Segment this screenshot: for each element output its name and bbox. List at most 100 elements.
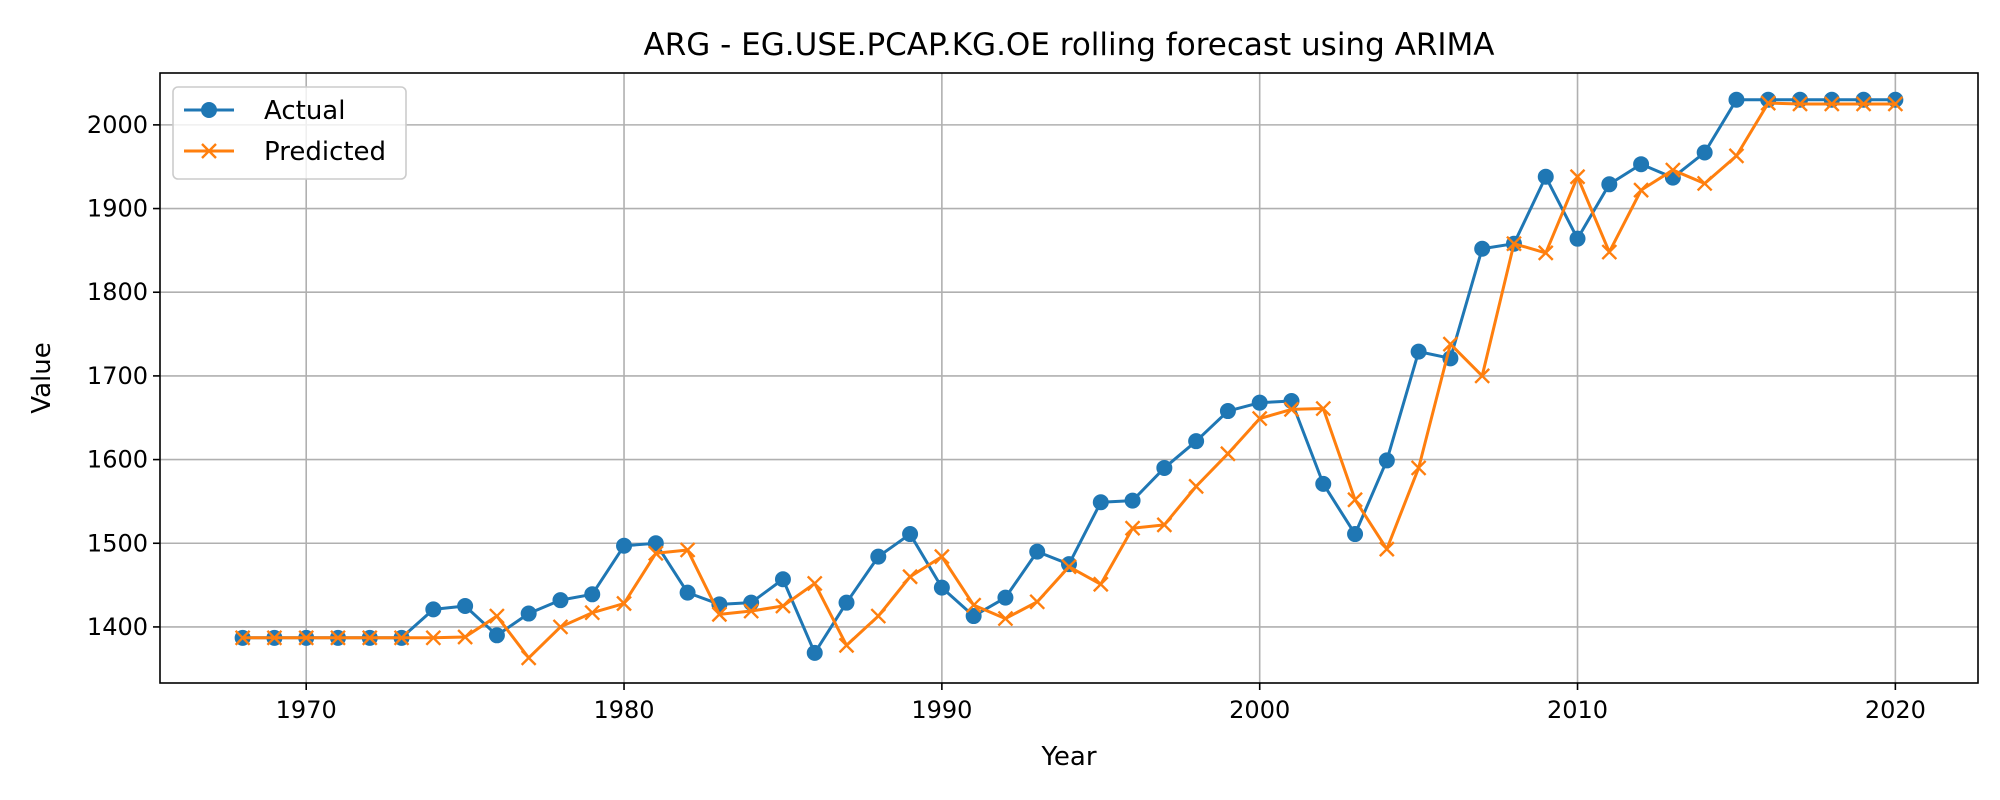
predicted-point <box>1696 175 1713 192</box>
predicted-point <box>1601 244 1618 260</box>
actual-point <box>933 579 950 596</box>
grid-lines <box>160 73 1978 683</box>
predicted-point <box>1029 593 1046 610</box>
legend-marker-actual <box>201 102 217 118</box>
actual-point <box>520 605 537 622</box>
legend-label-predicted: Predicted <box>264 137 386 167</box>
predicted-point <box>1855 96 1872 112</box>
actual-point <box>1378 452 1395 469</box>
actual-point <box>774 571 791 588</box>
series-layer <box>234 91 1904 666</box>
x-axis-label: Year <box>1040 742 1096 772</box>
predicted-point <box>234 629 251 646</box>
predicted-point <box>552 619 569 635</box>
predicted-point <box>298 629 315 646</box>
predicted-point <box>1283 401 1300 418</box>
predicted-point <box>934 548 950 565</box>
actual-point <box>1029 543 1046 560</box>
predicted-point <box>870 608 887 624</box>
actual-point <box>1696 144 1713 161</box>
actual-point <box>965 608 982 625</box>
predicted-point <box>1061 558 1077 575</box>
actual-point <box>1537 168 1554 185</box>
actual-point <box>902 526 919 543</box>
actual-point <box>584 586 601 603</box>
actual-point <box>1410 343 1427 360</box>
predicted-point <box>1251 410 1268 427</box>
actual-point <box>1188 433 1205 450</box>
actual-point <box>1156 459 1173 476</box>
actual-point <box>1569 230 1586 247</box>
predicted-point <box>1728 147 1745 164</box>
y-tick-label: 1900 <box>87 195 148 223</box>
predicted-point <box>838 637 855 654</box>
predicted-point <box>1124 520 1141 537</box>
series-predicted <box>234 95 1904 666</box>
predicted-point <box>425 629 442 646</box>
y-tick-label: 2000 <box>87 111 148 139</box>
actual-point <box>1347 526 1364 543</box>
predicted-point <box>266 629 283 646</box>
predicted-point <box>1220 445 1236 462</box>
predicted-point <box>1315 400 1332 417</box>
actual-point <box>425 601 442 618</box>
predicted-point <box>1792 96 1808 112</box>
predicted-point <box>997 610 1014 627</box>
predicted-point <box>1188 478 1204 495</box>
legend-marker-predicted <box>201 143 217 159</box>
x-tick-label: 2020 <box>1865 696 1926 724</box>
predicted-point <box>584 604 601 621</box>
legend-item-predicted: Predicted <box>184 137 386 167</box>
predicted-point <box>520 650 537 666</box>
predicted-point <box>1569 168 1586 185</box>
predicted-point <box>743 603 760 619</box>
actual-point <box>806 644 823 661</box>
actual-point <box>552 592 569 609</box>
series-actual <box>234 91 1904 661</box>
x-tick-label: 2000 <box>1229 696 1290 724</box>
predicted-point <box>489 608 505 624</box>
predicted-point <box>775 598 791 614</box>
actual-point <box>1728 91 1745 108</box>
predicted-point <box>1665 162 1681 178</box>
predicted-point <box>1474 368 1491 384</box>
actual-point <box>1601 176 1618 193</box>
y-tick-label: 1800 <box>87 278 148 306</box>
actual-point <box>1251 394 1268 411</box>
actual-point <box>1283 393 1300 410</box>
predicted-point <box>1156 517 1173 533</box>
actual-point <box>647 535 664 552</box>
chart-title: ARG - EG.USE.PCAP.KG.OE rolling forecast… <box>644 27 1495 63</box>
predicted-point <box>647 545 664 562</box>
legend-label-actual: Actual <box>264 96 345 126</box>
predicted-point <box>679 542 696 558</box>
actual-point <box>870 548 887 565</box>
predicted-point <box>1410 460 1427 476</box>
predicted-point <box>1442 336 1459 352</box>
y-tick-label: 1600 <box>87 446 148 474</box>
predicted-point <box>1760 95 1777 111</box>
actual-point <box>1315 475 1332 492</box>
predicted-point <box>1823 96 1840 112</box>
actual-point <box>616 537 633 554</box>
y-axis-label: Value <box>27 342 57 413</box>
actual-point <box>488 627 505 644</box>
legend-item-actual: Actual <box>184 96 345 126</box>
predicted-point <box>457 629 473 645</box>
x-tick-label: 1980 <box>593 696 654 724</box>
predicted-point <box>711 606 728 623</box>
actual-point <box>1092 494 1109 511</box>
predicted-point <box>1887 96 1904 112</box>
actual-point <box>679 584 696 601</box>
legend: Actual Predicted <box>172 86 407 180</box>
y-tick-label: 1700 <box>87 362 148 390</box>
predicted-point <box>1537 245 1554 261</box>
actual-point <box>838 594 855 611</box>
predicted-point <box>1347 491 1363 508</box>
y-tick-label: 1400 <box>87 613 148 641</box>
predicted-point <box>902 568 918 585</box>
predicted-point <box>806 575 823 592</box>
predicted-point <box>1633 182 1649 198</box>
predicted-point <box>616 595 632 612</box>
